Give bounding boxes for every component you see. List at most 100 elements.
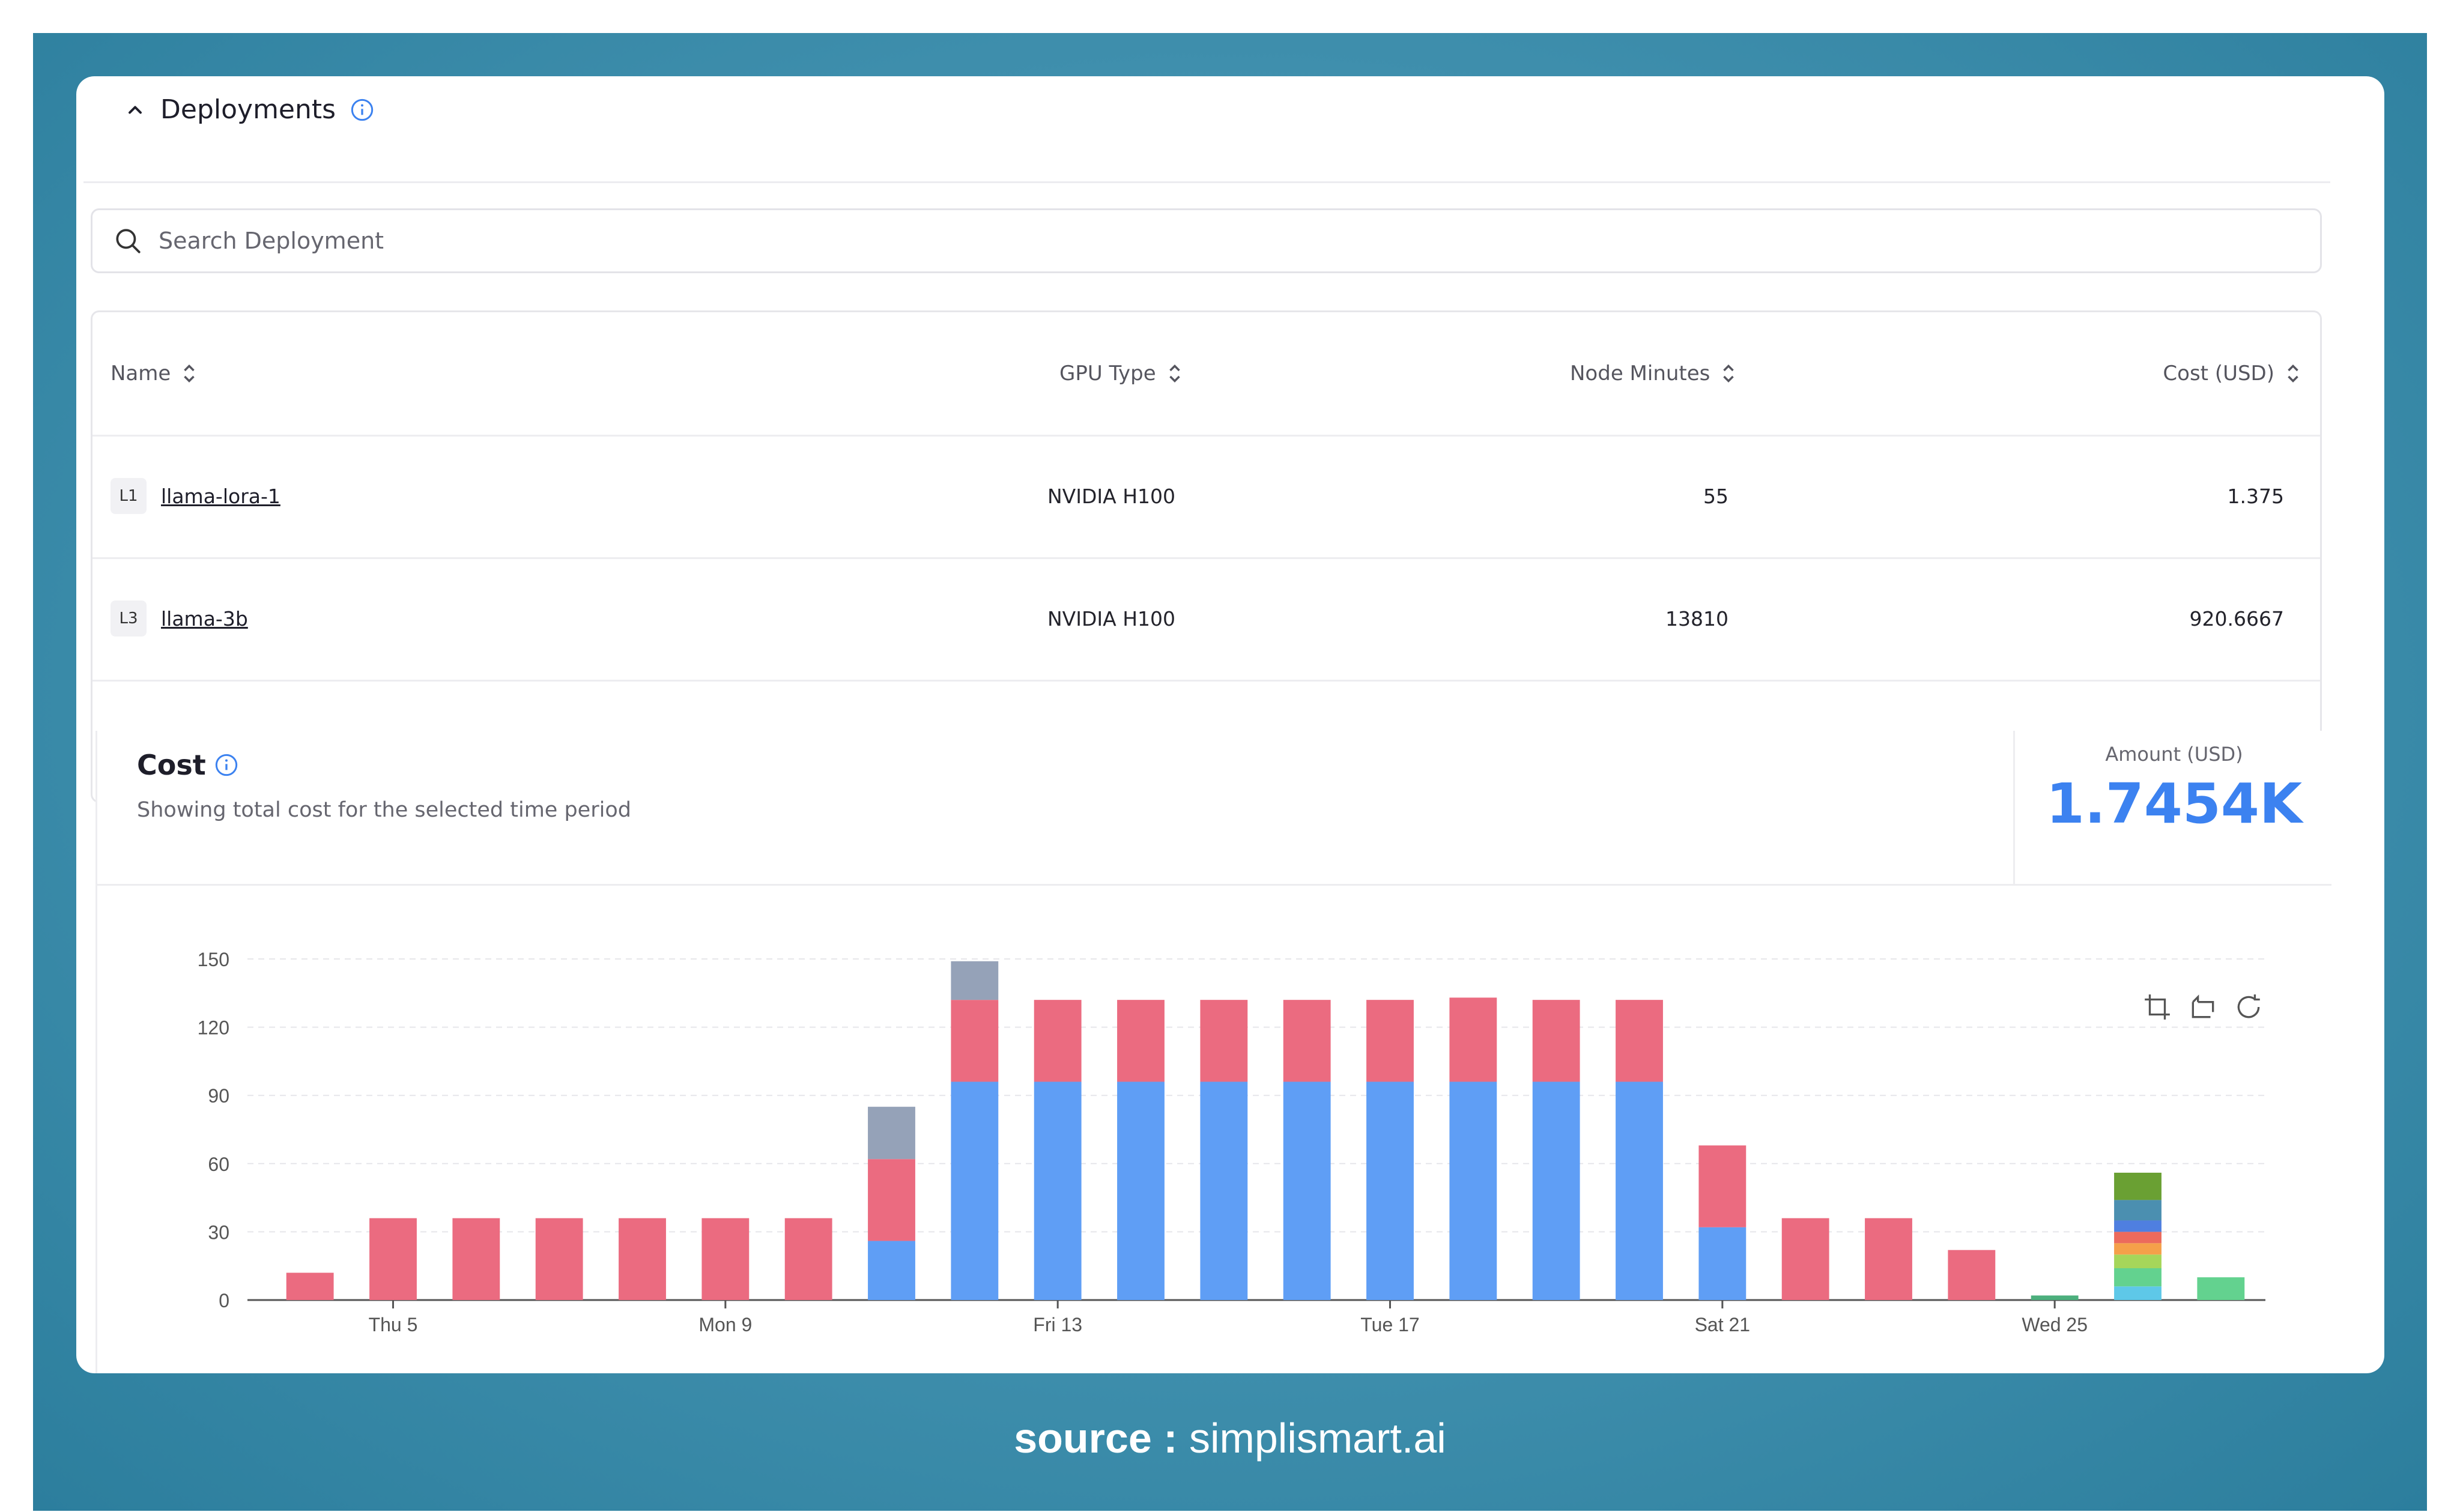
bar-segment[interactable] xyxy=(1283,1000,1331,1082)
y-tick-label: 0 xyxy=(219,1290,229,1311)
cost-header: Cost Showing total cost for the selected… xyxy=(97,731,2331,886)
y-tick-label: 30 xyxy=(208,1221,229,1243)
column-header-minutes-label: Node Minutes xyxy=(1570,361,1710,386)
bar-segment[interactable] xyxy=(535,1218,583,1300)
bar-segment[interactable] xyxy=(1865,1218,1912,1300)
source-caption: source : simplismart.ai xyxy=(0,1414,2460,1462)
source-label: source : xyxy=(1014,1415,1178,1462)
chart-toolbar xyxy=(2142,992,2264,1022)
bar-segment[interactable] xyxy=(1200,1000,1248,1082)
bar-segment[interactable] xyxy=(2031,1295,2079,1300)
info-icon[interactable] xyxy=(350,98,374,122)
deployment-badge: L1 xyxy=(111,478,147,514)
bar-segment[interactable] xyxy=(2114,1254,2162,1268)
gpu-cell: NVIDIA H100 xyxy=(1047,606,1176,631)
bar-segment[interactable] xyxy=(369,1218,417,1300)
column-header-name-label: Name xyxy=(111,361,171,386)
amount-value: 1.7454K xyxy=(2046,772,2303,836)
amount-label: Amount (USD) xyxy=(2105,743,2243,766)
deployments-card: Deployments Search Deployment Name GPU T… xyxy=(76,76,2384,1373)
column-header-cost-label: Cost (USD) xyxy=(2163,361,2274,386)
x-tick-label: Mon 9 xyxy=(698,1314,752,1335)
bar-segment[interactable] xyxy=(2114,1268,2162,1287)
crop-icon[interactable] xyxy=(2142,992,2172,1022)
bar-segment[interactable] xyxy=(2114,1220,2162,1232)
source-value: simplismart.ai xyxy=(1189,1415,1446,1462)
column-header-name[interactable]: Name xyxy=(111,312,199,435)
info-icon[interactable] xyxy=(214,753,238,777)
column-header-gpu[interactable]: GPU Type xyxy=(1059,312,1185,435)
bar-segment[interactable] xyxy=(1117,1081,1165,1300)
bar-segment[interactable] xyxy=(2114,1172,2162,1200)
bar-segment[interactable] xyxy=(784,1218,832,1300)
minutes-cell: 13810 xyxy=(1665,606,1728,631)
bar-segment[interactable] xyxy=(951,1000,999,1082)
deployments-table: Name GPU Type Node Minutes Cost (USD) L1… xyxy=(91,310,2322,803)
bar-segment[interactable] xyxy=(951,961,999,1000)
x-tick-label: Wed 25 xyxy=(2022,1314,2088,1335)
divider xyxy=(83,181,2330,183)
bar-segment[interactable] xyxy=(951,1081,999,1300)
bar-segment[interactable] xyxy=(1200,1081,1248,1300)
minutes-cell: 55 xyxy=(1703,484,1728,508)
bar-segment[interactable] xyxy=(1616,1081,1663,1300)
bar-segment[interactable] xyxy=(2197,1277,2245,1300)
bar-segment[interactable] xyxy=(1034,1081,1082,1300)
bar-segment[interactable] xyxy=(286,1272,334,1300)
sort-icon xyxy=(1723,364,1734,383)
bar-segment[interactable] xyxy=(2114,1232,2162,1244)
bar-segment[interactable] xyxy=(1366,1000,1414,1082)
sort-icon xyxy=(184,364,195,383)
column-header-cost[interactable]: Cost (USD) xyxy=(2163,312,2303,435)
name-cell: L1 llama-lora-1 xyxy=(111,435,280,557)
refresh-icon[interactable] xyxy=(2234,992,2264,1022)
column-header-minutes[interactable]: Node Minutes xyxy=(1570,312,1739,435)
bar-segment[interactable] xyxy=(2114,1286,2162,1300)
bar-segment[interactable] xyxy=(2114,1243,2162,1255)
y-tick-label: 60 xyxy=(208,1154,229,1175)
x-tick-label: Tue 17 xyxy=(1360,1314,1419,1335)
bar-segment[interactable] xyxy=(1698,1227,1747,1300)
chevron-up-icon[interactable] xyxy=(124,99,146,121)
bar-segment[interactable] xyxy=(1616,1000,1663,1082)
x-tick-label: Sat 21 xyxy=(1695,1314,1751,1335)
bar-segment[interactable] xyxy=(1698,1145,1747,1227)
bar-segment[interactable] xyxy=(1449,997,1497,1082)
zoom-reset-icon[interactable] xyxy=(2188,992,2218,1022)
y-tick-label: 120 xyxy=(198,1017,229,1039)
table-header-row: Name GPU Type Node Minutes Cost (USD) xyxy=(92,312,2320,437)
bar-segment[interactable] xyxy=(1034,1000,1082,1082)
sort-icon xyxy=(1169,364,1180,383)
bar-segment[interactable] xyxy=(1532,1081,1580,1300)
table-row: L3 llama-3b NVIDIA H100 13810 920.6667 xyxy=(92,557,2320,682)
cost-subtitle: Showing total cost for the selected time… xyxy=(137,798,631,822)
cost-title-text: Cost xyxy=(137,749,206,781)
deployments-header[interactable]: Deployments xyxy=(124,94,374,125)
bar-segment[interactable] xyxy=(2114,1200,2162,1221)
name-cell: L3 llama-3b xyxy=(111,557,248,680)
deployment-badge: L3 xyxy=(111,600,147,637)
bar-segment[interactable] xyxy=(868,1241,915,1300)
search-icon xyxy=(116,229,141,253)
bar-segment[interactable] xyxy=(1532,1000,1580,1082)
bar-segment[interactable] xyxy=(868,1159,915,1241)
bar-segment[interactable] xyxy=(1449,1081,1497,1300)
bar-segment[interactable] xyxy=(452,1218,500,1300)
deployment-link[interactable]: llama-lora-1 xyxy=(161,484,280,508)
bar-segment[interactable] xyxy=(701,1218,750,1300)
cost-cell: 920.6667 xyxy=(2189,606,2284,631)
sort-icon xyxy=(2288,364,2298,383)
bar-segment[interactable] xyxy=(868,1107,915,1160)
column-header-gpu-label: GPU Type xyxy=(1059,361,1156,386)
bar-segment[interactable] xyxy=(1117,1000,1165,1082)
bar-segment[interactable] xyxy=(1781,1218,1829,1300)
search-input[interactable]: Search Deployment xyxy=(91,208,2322,273)
x-tick-label: Thu 5 xyxy=(369,1314,418,1335)
cost-cell: 1.375 xyxy=(2227,484,2284,508)
section-title: Deployments xyxy=(160,94,336,125)
bar-segment[interactable] xyxy=(1948,1250,1996,1300)
deployment-link[interactable]: llama-3b xyxy=(161,606,248,631)
bar-segment[interactable] xyxy=(1366,1081,1414,1300)
bar-segment[interactable] xyxy=(1283,1081,1331,1300)
bar-segment[interactable] xyxy=(619,1218,666,1300)
